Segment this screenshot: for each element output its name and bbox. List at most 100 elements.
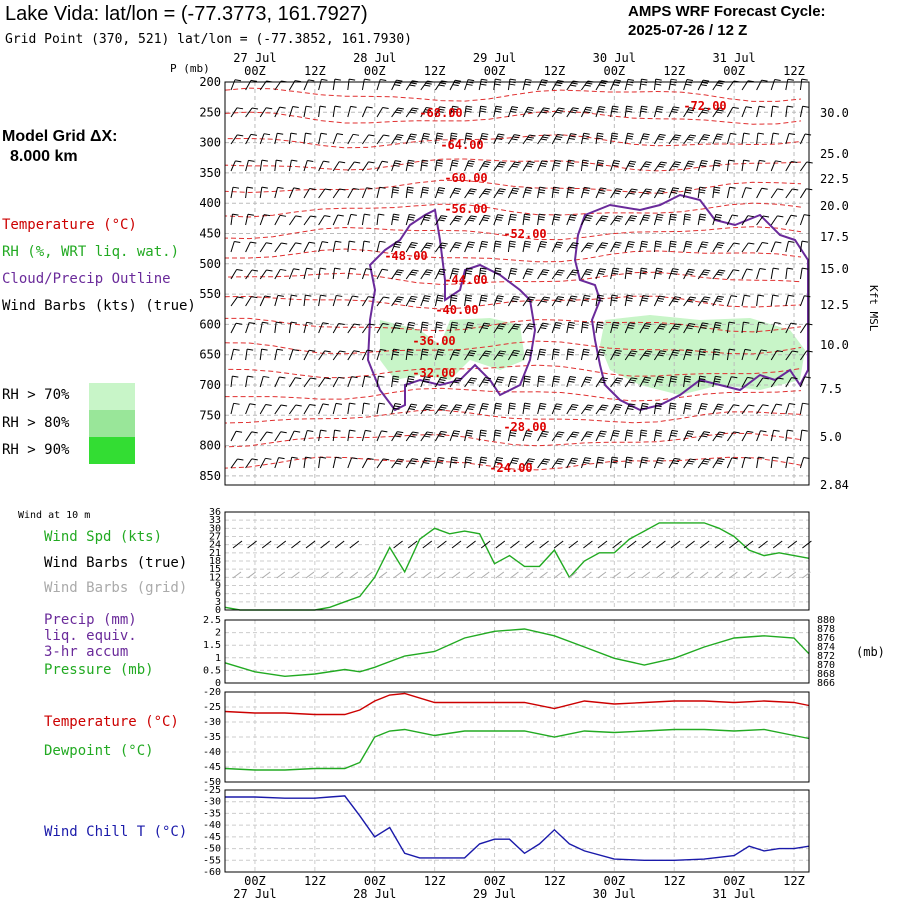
wind-barb [726, 133, 731, 145]
wind-barb-flag [513, 187, 520, 190]
wind-barb-flag [802, 402, 809, 405]
wind-barb-flag [483, 163, 490, 166]
wind-barb-flag [310, 377, 317, 380]
wind-barb-flag [658, 136, 665, 139]
wind-barb-flag [600, 187, 607, 190]
wind-barb-flag [454, 244, 461, 247]
wind-barb-flag [671, 354, 678, 357]
wind-barb [756, 457, 759, 469]
wind-barb-flag [379, 240, 386, 243]
wind-barb-flag [674, 296, 681, 299]
wind-barb-flag [613, 219, 621, 222]
wind-barb-flag [465, 108, 472, 111]
wind-barb [726, 349, 730, 361]
wind-barb-flag [437, 273, 445, 276]
wind-barb [245, 160, 249, 172]
wind-barb-flag [394, 405, 401, 408]
wind-barb-flag [626, 434, 633, 437]
wind-barb-flag [422, 159, 429, 162]
wind-barb [683, 458, 691, 469]
wind-barb-flag [552, 191, 560, 194]
wind-barb [259, 133, 265, 145]
wind-barb-flag [365, 268, 373, 271]
wind-barb-flag [441, 242, 448, 245]
wind-barb [726, 107, 734, 118]
wind-barb-flag [394, 300, 402, 303]
wind-barb-flag [567, 191, 574, 194]
wind-barb-flag [801, 240, 809, 243]
wind-barb-flag [528, 161, 535, 164]
wind-barb [537, 349, 541, 361]
wind-barb [449, 160, 454, 172]
wind-barb-flag [470, 350, 477, 353]
wind-barb-flag [514, 161, 521, 164]
wind-barb-flag [542, 322, 549, 325]
wind-barb-flag [597, 110, 604, 113]
wind-barb-flag [539, 164, 547, 167]
wind-barb [770, 350, 778, 361]
wind-barb [683, 134, 691, 145]
panel-tick-label: -40 [203, 747, 221, 758]
wind-barb-flag [728, 321, 736, 324]
wind-barb-flag [511, 138, 518, 141]
wind-barb [376, 403, 380, 415]
wind-barb-flag [615, 241, 622, 244]
wind-barb [347, 188, 354, 199]
wind-barb [245, 241, 251, 253]
wind-barb-flag [628, 241, 635, 244]
wind-barb-flag [451, 294, 458, 297]
wind-barb-flag [688, 136, 695, 139]
wind-barb-flag [264, 295, 271, 298]
wind-barb [799, 79, 803, 91]
wind-barb-flag [496, 138, 503, 141]
wind-barb-flag [407, 218, 414, 221]
wind-barb [741, 349, 746, 361]
wind-barb [259, 242, 267, 253]
wind-barb [405, 160, 409, 172]
wind-barb-flag [671, 189, 679, 192]
wind-barb-flag [730, 132, 737, 135]
panel-tick-label: 15 [209, 564, 221, 575]
wind-barb-flag [294, 430, 301, 433]
wind-chill-panel-frame [224, 789, 810, 873]
wind-barb-flag [465, 294, 473, 297]
wind-barb [376, 458, 384, 469]
wind-barb [230, 241, 235, 253]
wind-barb [478, 350, 486, 361]
wind-barb-flag [541, 324, 548, 327]
wind-barb-flag [409, 84, 416, 87]
wind-barb-flag [439, 379, 446, 382]
wind-barb [332, 188, 340, 199]
wind-barb-flag [494, 272, 501, 275]
wind-barb-flag [336, 133, 344, 136]
time-tick-label: 00Z [603, 874, 625, 888]
grid-wind-barb [291, 571, 300, 579]
wind-barb-flag [494, 110, 502, 113]
wind-barb-flag [656, 380, 663, 383]
true-wind-barb [232, 540, 243, 549]
wind-barb-flag [540, 162, 547, 165]
wind-barb-flag [554, 159, 562, 162]
wind-barb [391, 296, 399, 307]
wind-barb-flag [601, 377, 608, 380]
wind-barb-flag [596, 326, 603, 329]
wind-barb-flag [582, 159, 589, 162]
wind-barb-flag [674, 457, 681, 460]
wind-barb-flag [540, 243, 547, 246]
wind-barb-flag [422, 380, 429, 383]
wind-barb-flag [631, 350, 638, 353]
wind-barb [624, 377, 632, 388]
wind-barb-flag [251, 458, 258, 461]
wind-barb-flag [392, 375, 400, 378]
wind-barb [318, 430, 322, 442]
wind-barb-flag [424, 109, 432, 112]
wind-barb-flag [407, 186, 414, 189]
wind-barb-flag [699, 353, 706, 356]
wind-barb-flag [675, 134, 682, 137]
wind-barb-flag [699, 189, 706, 192]
wind-barb-flag [631, 377, 638, 380]
wind-barb [610, 377, 618, 388]
wind-barb-flag [540, 300, 548, 303]
wind-barb-flag [466, 245, 474, 248]
true-wind-barb [772, 540, 783, 549]
